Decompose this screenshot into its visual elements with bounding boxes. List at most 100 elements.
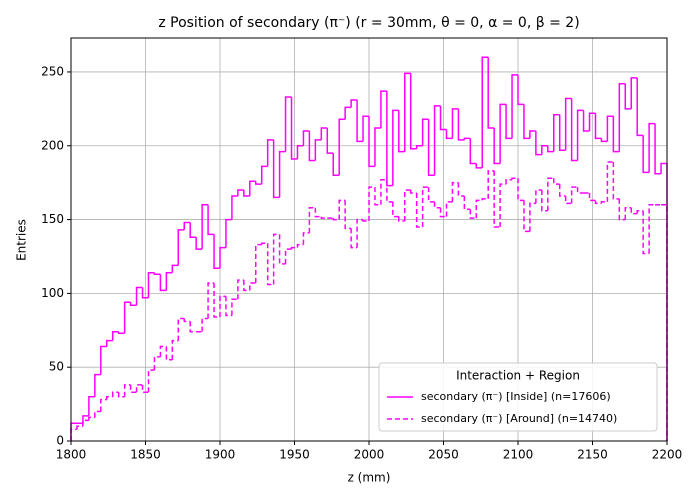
histogram-bin [594, 113, 602, 140]
histogram-bin [535, 189, 542, 204]
histogram-bin [356, 100, 364, 143]
histogram-bin [451, 181, 459, 202]
histogram-bin [558, 114, 566, 151]
histogram-bin [475, 163, 483, 169]
histogram-bin [147, 369, 155, 393]
histogram-bin [570, 98, 578, 162]
histogram-bin [368, 116, 375, 168]
histogram-bin [266, 139, 274, 167]
histogram-bin [600, 138, 608, 143]
histogram-bin [225, 218, 232, 248]
histogram-bin [129, 302, 137, 306]
histogram-bin [648, 204, 656, 254]
histogram-bin [249, 180, 256, 196]
histogram-bin [636, 77, 644, 137]
histogram-bin [219, 246, 226, 269]
histogram-bin [535, 131, 542, 156]
histogram-bin [404, 72, 411, 152]
histogram-bin [260, 165, 268, 185]
histogram-bin [207, 282, 215, 319]
histogram-bin [117, 331, 125, 334]
histogram-bin [380, 90, 387, 129]
histogram-bin [225, 296, 232, 317]
histogram-bin [153, 356, 161, 371]
histogram-bin [314, 207, 322, 218]
legend-title: Interaction + Region [456, 369, 580, 383]
histogram-bin [463, 195, 471, 210]
plot-frame [70, 37, 668, 442]
histogram-bin [129, 384, 137, 394]
histogram-bin [493, 128, 501, 165]
histogram-bin [141, 287, 149, 299]
x-tick-label: 1900 [205, 448, 236, 462]
y-tick-label: 0 [56, 434, 64, 448]
histogram-bin [564, 195, 572, 205]
histogram-bin [284, 248, 292, 264]
histogram-bin [606, 115, 614, 142]
histogram-bin [368, 186, 375, 222]
histogram-bin [421, 186, 429, 227]
histogram-bin [392, 109, 399, 186]
histogram-bin [159, 274, 167, 292]
histogram-bin [505, 178, 513, 185]
histogram-bin [326, 128, 334, 154]
histogram-bin [255, 181, 262, 185]
histogram-bin [570, 186, 578, 204]
histogram-bin [439, 105, 447, 131]
histogram-bin [481, 56, 489, 168]
x-tick-label: 1950 [279, 448, 310, 462]
histogram-bin [553, 178, 560, 185]
histogram-bin [457, 108, 465, 141]
histogram-bin [511, 177, 518, 180]
histogram-bin [648, 122, 656, 173]
histogram-bin [427, 187, 435, 203]
series [70, 56, 668, 441]
histogram-bin [588, 112, 596, 131]
y-tick-label: 200 [41, 138, 64, 152]
histogram-bin [237, 279, 244, 300]
histogram-bin [523, 200, 530, 233]
histogram-bin [618, 198, 626, 221]
histogram-bin [594, 200, 602, 205]
histogram-bin [374, 187, 381, 206]
histogram-bin [457, 182, 465, 197]
histogram-bin [600, 201, 608, 204]
histogram-bin [350, 228, 358, 249]
histogram-bin [266, 243, 274, 286]
histogram-bin [123, 384, 131, 397]
histogram-bin [302, 130, 310, 146]
histogram-bin [314, 139, 322, 161]
histogram-bin [445, 129, 453, 140]
histogram-bin [290, 97, 298, 160]
histogram-bin [94, 373, 101, 397]
histogram-bin [165, 271, 173, 291]
histogram-bin [88, 416, 95, 421]
histogram-bin [386, 179, 393, 203]
histogram-bin [386, 91, 393, 187]
histogram-bin [243, 280, 250, 292]
histogram-bin [547, 177, 554, 211]
histogram-bin [499, 183, 507, 227]
histogram-bin [308, 207, 316, 233]
histogram-bin [82, 419, 89, 427]
histogram-bin [147, 271, 155, 298]
histogram-bin [523, 104, 530, 140]
histogram-bin [189, 222, 197, 239]
histogram-bin [344, 200, 352, 230]
histogram-bin [284, 96, 292, 152]
histogram-bin [576, 109, 584, 161]
histogram-bin [445, 201, 453, 217]
histogram-bin [117, 392, 125, 398]
histogram-bin [469, 209, 477, 219]
histogram-bin [547, 145, 554, 153]
series [70, 161, 668, 441]
histogram-bin [529, 130, 536, 139]
histogram-bin [255, 243, 262, 284]
histogram-bin [201, 317, 209, 332]
histogram-bin [195, 237, 203, 250]
histogram-bin [517, 178, 524, 202]
histogram-bin [636, 209, 644, 214]
histogram-bin [111, 331, 119, 341]
histogram-bin [88, 395, 95, 416]
x-tick-label: 1800 [56, 448, 87, 462]
